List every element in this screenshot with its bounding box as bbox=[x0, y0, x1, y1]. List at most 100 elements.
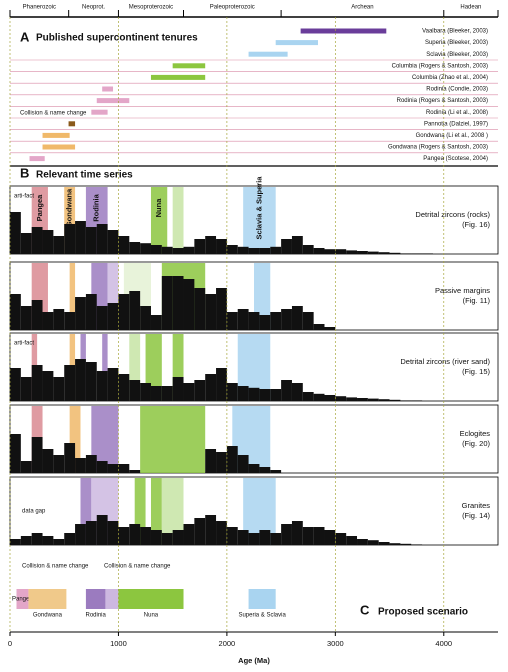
tenure-bar bbox=[42, 144, 76, 150]
histogram-bar bbox=[129, 291, 141, 330]
tenure-bar bbox=[68, 121, 76, 127]
tenure-bar bbox=[102, 86, 114, 92]
histogram-bar bbox=[75, 524, 86, 545]
eon-label: Phanerozoic bbox=[23, 5, 56, 11]
histogram-bar bbox=[31, 227, 43, 254]
histogram-bar bbox=[75, 359, 86, 401]
scenario-bar bbox=[248, 589, 276, 609]
histogram-bar bbox=[107, 368, 119, 401]
histogram-bar bbox=[64, 312, 76, 330]
histogram-bar bbox=[42, 449, 54, 473]
histogram-bar bbox=[237, 246, 249, 254]
row-label: Rodinia (Condie, 2003) bbox=[426, 87, 488, 93]
scenario-label: Nuna bbox=[144, 613, 159, 619]
time-band bbox=[134, 478, 146, 545]
histogram-bar bbox=[10, 539, 21, 545]
histogram-bar bbox=[53, 377, 65, 401]
panel-title: Proposed scenario bbox=[378, 607, 468, 618]
histogram-bar bbox=[42, 312, 54, 330]
histogram-bar bbox=[118, 527, 130, 545]
tenure-bar bbox=[42, 132, 70, 138]
histogram-bar bbox=[150, 245, 162, 254]
histogram-bar bbox=[31, 365, 43, 401]
histogram-bar bbox=[324, 327, 336, 330]
histogram-bar bbox=[270, 533, 282, 545]
series-name: Detrital zircons (rocks) bbox=[415, 210, 490, 219]
histogram-bar bbox=[281, 380, 292, 401]
histogram-bar bbox=[411, 253, 423, 254]
histogram-bar bbox=[161, 246, 173, 254]
histogram-bar bbox=[346, 250, 358, 254]
histogram-bar bbox=[291, 306, 303, 330]
x-tick-label: 2000 bbox=[219, 639, 236, 648]
histogram-bar bbox=[259, 315, 271, 330]
histogram-bar bbox=[205, 449, 217, 473]
scenario-bar bbox=[105, 589, 119, 609]
scenario-bar bbox=[28, 589, 67, 609]
histogram-bar bbox=[324, 530, 336, 545]
histogram-bar bbox=[64, 365, 76, 401]
tenure-bar bbox=[150, 74, 206, 80]
histogram-bar bbox=[10, 368, 21, 401]
histogram-bar bbox=[302, 392, 314, 401]
histogram-bar bbox=[226, 245, 238, 254]
histogram-bar bbox=[378, 542, 390, 545]
histogram-bar bbox=[400, 253, 412, 254]
histogram-bar bbox=[194, 239, 206, 254]
tenure-bar bbox=[275, 40, 318, 46]
histogram-bar bbox=[194, 380, 206, 401]
row-label: Gondwana (Li et al., 2008 ) bbox=[416, 133, 488, 139]
histogram-bar bbox=[53, 309, 65, 330]
histogram-bar bbox=[357, 398, 368, 401]
histogram-bar bbox=[42, 536, 54, 545]
histogram-bar bbox=[10, 212, 21, 254]
histogram-bar bbox=[96, 224, 108, 254]
histogram-bar bbox=[281, 524, 292, 545]
time-band bbox=[161, 478, 184, 545]
histogram-bar bbox=[205, 236, 217, 254]
histogram-bar bbox=[259, 530, 271, 545]
histogram-bar bbox=[75, 458, 86, 473]
histogram-bar bbox=[10, 294, 21, 330]
histogram-bar bbox=[53, 455, 65, 473]
histogram-bar bbox=[172, 530, 184, 545]
panel-letter: A bbox=[20, 29, 30, 44]
time-band bbox=[64, 187, 76, 254]
series-ref: (Fig. 11) bbox=[463, 296, 491, 305]
histogram-bar bbox=[140, 306, 151, 330]
histogram-bar bbox=[216, 239, 227, 254]
row-label: Sclavia (Bleeker, 2003) bbox=[426, 52, 488, 58]
histogram-bar bbox=[161, 386, 173, 401]
time-band bbox=[140, 406, 206, 473]
histogram-bar bbox=[216, 521, 227, 545]
band-label: Pangea bbox=[35, 194, 44, 222]
histogram-bar bbox=[270, 389, 282, 401]
eon-label: Paleoproterozoic bbox=[210, 5, 255, 11]
row-label: Superia (Bleeker, 2003) bbox=[425, 40, 488, 46]
histogram-bar bbox=[96, 461, 108, 473]
histogram-bar bbox=[237, 309, 249, 330]
histogram-bar bbox=[248, 464, 260, 473]
histogram-bar bbox=[248, 387, 260, 401]
histogram-bar bbox=[291, 383, 303, 401]
histogram-bar bbox=[118, 294, 130, 330]
scenario-label: Superia & Sclavia bbox=[238, 613, 286, 619]
row-label: Columbia (Rogers & Santosh, 2003) bbox=[392, 63, 488, 69]
histogram-bar bbox=[205, 374, 217, 401]
histogram-bar bbox=[85, 521, 97, 545]
histogram-bar bbox=[378, 399, 390, 401]
histogram-bar bbox=[183, 279, 195, 330]
histogram-bar bbox=[335, 396, 347, 401]
histogram-bar bbox=[346, 397, 358, 401]
histogram-bar bbox=[85, 455, 97, 473]
time-band bbox=[129, 334, 141, 401]
scenario-label: Rodinia bbox=[85, 613, 106, 619]
histogram-bar bbox=[172, 248, 184, 254]
histogram-bar bbox=[150, 530, 162, 545]
histogram-bar bbox=[281, 239, 292, 254]
histogram-bar bbox=[31, 300, 43, 330]
histogram-bar bbox=[183, 524, 195, 545]
tenure-bar bbox=[29, 156, 45, 162]
panel-title: Published supercontinent tenures bbox=[36, 33, 198, 44]
histogram-bar bbox=[172, 276, 184, 330]
